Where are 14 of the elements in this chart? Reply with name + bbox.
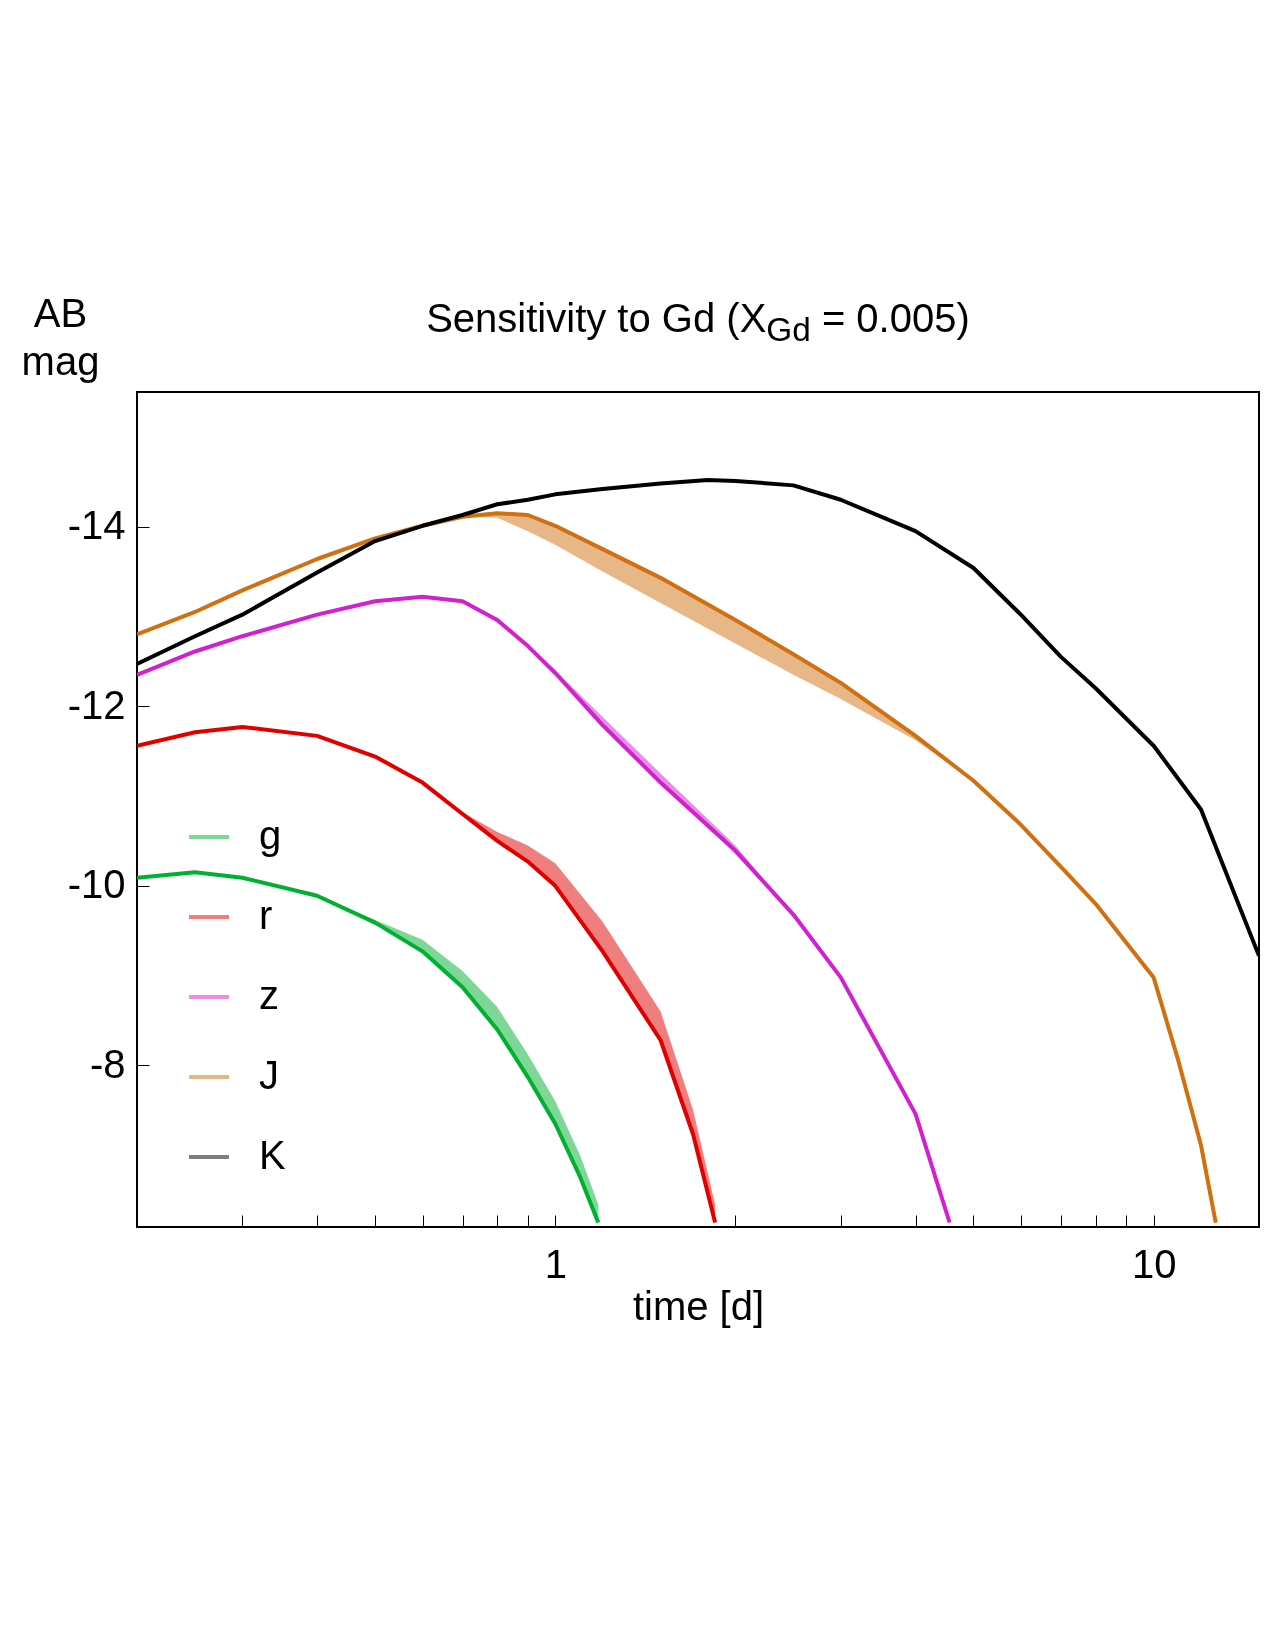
legend-label: r xyxy=(259,893,273,937)
x-tick-label: 1 xyxy=(544,1241,567,1286)
chart-title: Sensitivity to Gd (X$_{Gd}$ = 0.005) xyxy=(425,296,971,349)
x-axis-title: time [d] xyxy=(632,1283,765,1328)
y-tick-label: -14 xyxy=(67,503,126,548)
y-tick-label: -10 xyxy=(67,862,126,907)
x-tick-label: 10 xyxy=(1131,1241,1177,1286)
y-axis-title: AB mag xyxy=(21,290,100,383)
legend-label: K xyxy=(259,1133,286,1177)
y-tick-label: -8 xyxy=(89,1041,126,1086)
legend-label: J xyxy=(259,1053,279,1097)
y-tick-label: -12 xyxy=(67,682,126,727)
legend-label: g xyxy=(259,813,282,857)
legend-label: z xyxy=(259,973,279,1017)
